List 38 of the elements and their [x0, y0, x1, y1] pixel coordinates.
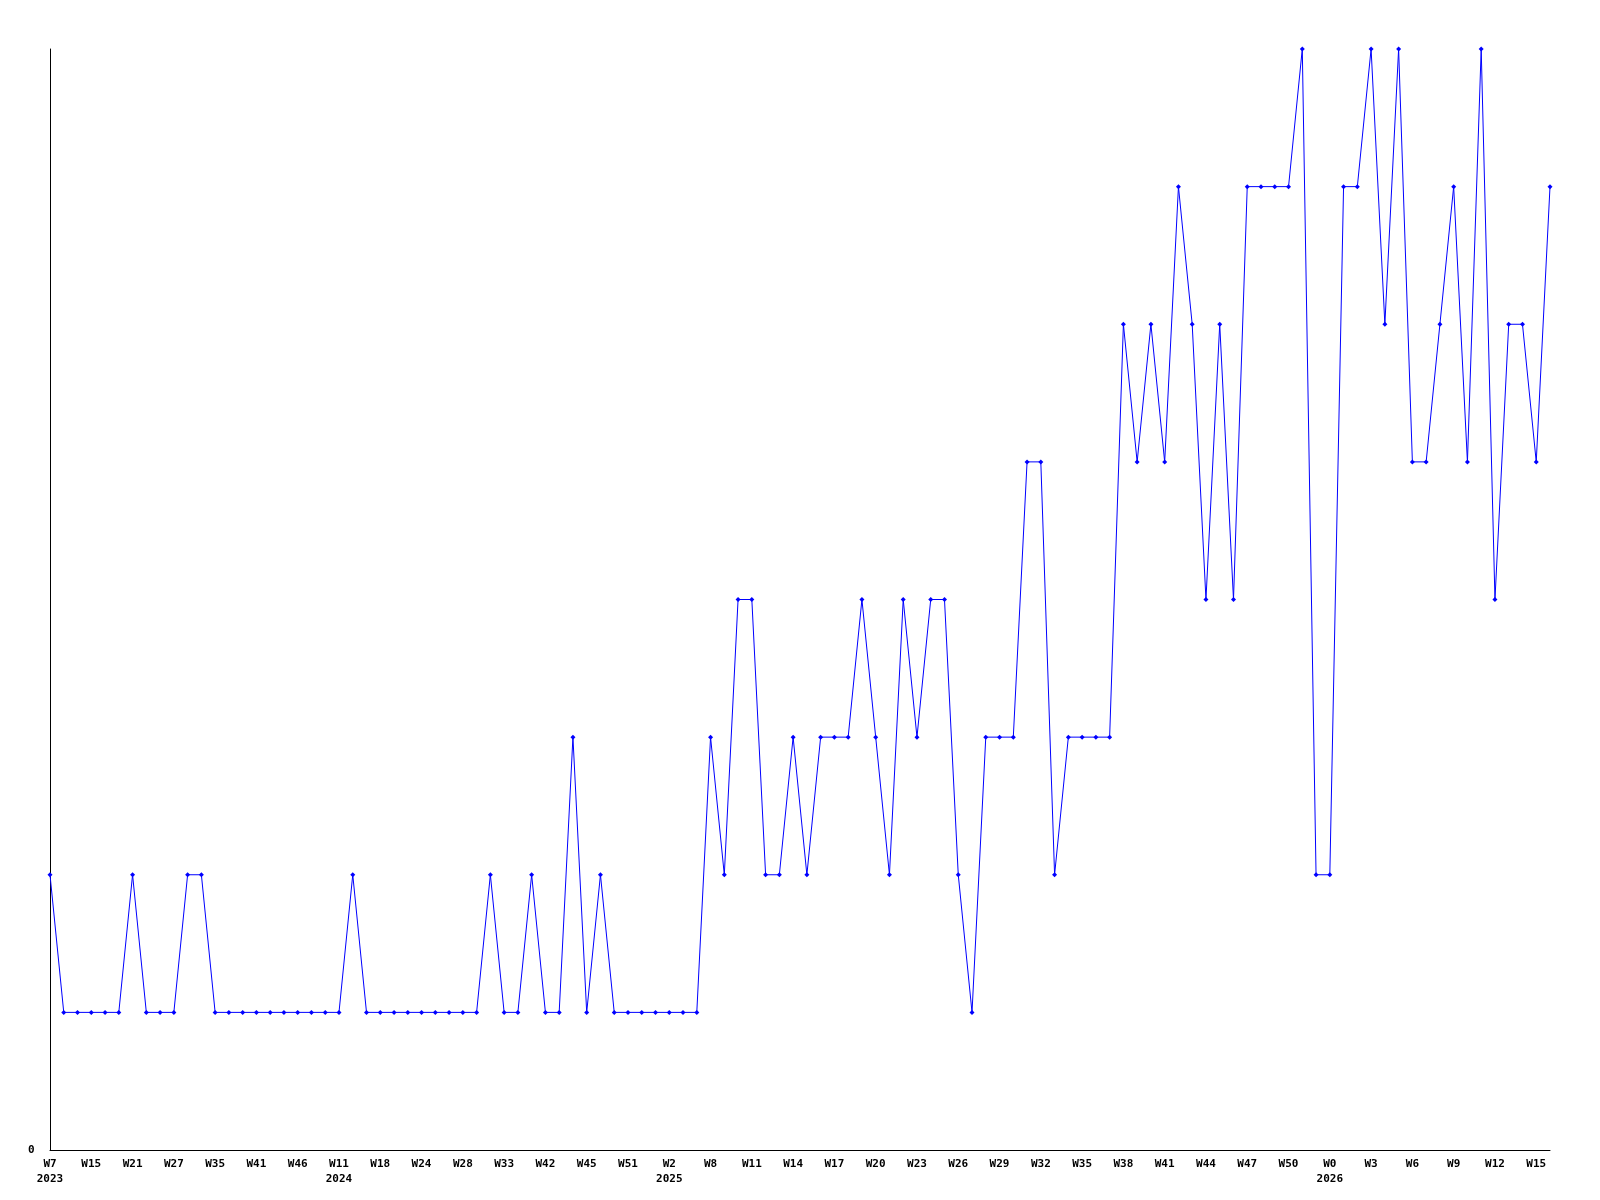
x-tick-label: W20 [865, 1157, 886, 1170]
x-tick-label: W33 [494, 1157, 515, 1170]
x-tick-label: W41 [246, 1157, 267, 1170]
x-tick-label: W18 [370, 1157, 391, 1170]
x-tick-label: W14 [783, 1157, 804, 1170]
text: 0 [28, 1143, 35, 1156]
x-tick-label: W45 [576, 1157, 597, 1170]
x-tick-label: W41 [1154, 1157, 1175, 1170]
x-tick-label: W2 2025 [656, 1157, 683, 1185]
x-tick-label: W11 2024 [325, 1157, 353, 1185]
x-tick-label: W47 [1237, 1157, 1258, 1170]
x-tick-label: W44 [1196, 1157, 1217, 1170]
x-tick-label: W26 [948, 1157, 969, 1170]
x-tick-label: W7 2023 [36, 1157, 64, 1185]
x-tick-label: W17 [824, 1157, 845, 1170]
x-tick-label: W0 2026 [1316, 1157, 1344, 1185]
x-tick-label: W46 [287, 1157, 309, 1170]
x-tick-label: W29 [989, 1157, 1010, 1170]
x-tick-label: W27 [163, 1157, 184, 1170]
x-tick-label: W42 [535, 1157, 556, 1170]
x-tick-label: W35 [205, 1157, 226, 1170]
x-tick-label: W9 [1447, 1157, 1461, 1170]
x-tick-label: W50 [1278, 1157, 1299, 1170]
x-tick-label: W35 [1072, 1157, 1093, 1170]
x-tick-label: W38 [1113, 1157, 1134, 1170]
x-tick-label: W8 [703, 1157, 718, 1170]
x-tick-label: W32 [1030, 1157, 1051, 1170]
x-tick-label: W28 [452, 1157, 473, 1170]
x-tick-label: W51 [618, 1157, 639, 1170]
x-tick-label: W3 [1364, 1157, 1378, 1170]
x-tick-label: W11 [741, 1157, 763, 1170]
x-tick-label: W15 [1526, 1157, 1547, 1170]
x-tick-label: W23 [907, 1157, 927, 1170]
x-tick-label: W15 [81, 1157, 102, 1170]
x-tick-label: W24 [411, 1157, 432, 1170]
x-tick-label: W6 [1405, 1157, 1420, 1170]
x-tick-label: W12 [1485, 1157, 1505, 1170]
x-tick-label: W21 [122, 1157, 143, 1170]
